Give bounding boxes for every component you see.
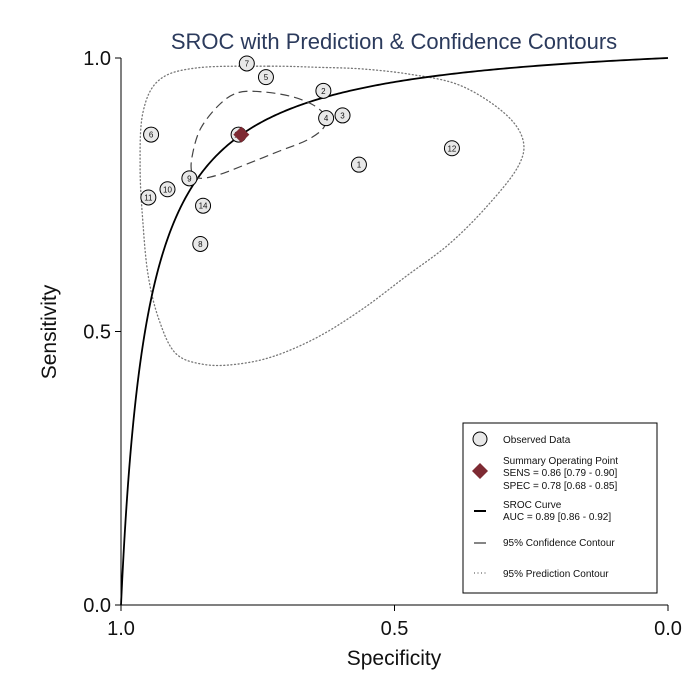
legend-observed-label: Observed Data [503, 435, 571, 446]
study-point-2: 2 [315, 82, 332, 99]
study-marker [238, 55, 255, 72]
x-tick-label: 0.0 [654, 618, 682, 640]
study-marker [181, 170, 198, 187]
study-label: 14 [199, 202, 208, 211]
study-marker [334, 107, 351, 124]
legend-sroc-auc: AUC = 0.89 [0.86 - 0.92] [503, 512, 611, 523]
study-marker [315, 82, 332, 99]
study-point-10: 10 [159, 181, 176, 198]
study-label: 11 [144, 193, 153, 202]
study-point-3: 3 [334, 107, 351, 124]
study-label: 12 [447, 144, 456, 153]
y-tick-label: 1.0 [83, 48, 111, 70]
study-marker [159, 181, 176, 198]
study-point-4: 4 [318, 110, 335, 127]
study-label: 3 [340, 111, 345, 120]
study-point-9: 9 [181, 170, 198, 187]
study-label: 8 [198, 240, 203, 249]
study-label: 2 [321, 87, 326, 96]
study-point-12: 12 [443, 140, 460, 157]
y-tick-label: 0.5 [83, 322, 111, 344]
x-tick-label: 1.0 [107, 618, 135, 640]
legend-sroc-title: SROC Curve [503, 500, 562, 511]
study-point-8: 8 [192, 235, 209, 252]
study-label: 6 [149, 131, 154, 140]
x-tick-label: 0.5 [381, 618, 409, 640]
study-marker [350, 156, 367, 173]
study-marker [443, 140, 460, 157]
sroc-curve [120, 57, 669, 606]
study-point-11: 11 [140, 189, 157, 206]
study-point-14: 14 [195, 197, 212, 214]
x-axis-label: Specificity [347, 647, 442, 670]
legend-summary-spec: SPEC = 0.78 [0.68 - 0.85] [503, 481, 617, 492]
legend-summary-sens: SENS = 0.86 [0.79 - 0.90] [503, 468, 617, 479]
study-point-5: 5 [257, 69, 274, 86]
study-point-1: 1 [350, 156, 367, 173]
legend-prediction-label: 95% Prediction Contour [503, 569, 609, 580]
plot-series: 1234567891011121314 [120, 55, 669, 606]
study-marker [192, 235, 209, 252]
y-axis-label: Sensitivity [38, 284, 61, 379]
study-label: 1 [357, 161, 362, 170]
study-marker [143, 126, 160, 143]
axis-ticks: 1.0 0.5 0.0 0.0 0.5 1.0 [83, 48, 682, 640]
study-marker [195, 197, 212, 214]
y-tick-label: 0.0 [83, 595, 111, 617]
legend-confidence-label: 95% Confidence Contour [503, 538, 615, 549]
legend-summary-title: Summary Operating Point [503, 456, 618, 467]
study-marker [257, 69, 274, 86]
legend: Observed Data Summary Operating Point SE… [462, 422, 658, 594]
legend-observed-marker [472, 431, 488, 447]
study-point-7: 7 [238, 55, 255, 72]
study-label: 4 [324, 114, 329, 123]
study-label: 10 [163, 185, 172, 194]
confidence-contour [190, 90, 327, 179]
chart-title: SROC with Prediction & Confidence Contou… [171, 29, 617, 54]
study-label: 7 [245, 59, 250, 68]
study-marker [318, 110, 335, 127]
study-label: 9 [187, 174, 192, 183]
summary-operating-point [233, 126, 250, 143]
study-marker [140, 189, 157, 206]
legend-box [462, 422, 658, 594]
study-label: 5 [264, 73, 269, 82]
study-point-6: 6 [143, 126, 160, 143]
legend-summary-marker [472, 463, 488, 479]
